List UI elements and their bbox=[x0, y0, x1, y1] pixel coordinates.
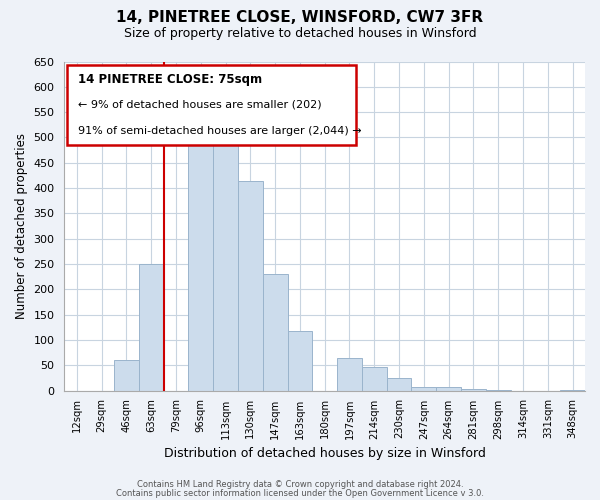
Bar bbox=[213, 132, 238, 390]
Text: Size of property relative to detached houses in Winsford: Size of property relative to detached ho… bbox=[124, 28, 476, 40]
Text: ← 9% of detached houses are smaller (202): ← 9% of detached houses are smaller (202… bbox=[79, 100, 322, 110]
Bar bbox=[114, 360, 139, 390]
Bar bbox=[412, 386, 436, 390]
Bar bbox=[139, 264, 164, 390]
Bar bbox=[436, 386, 461, 390]
Bar bbox=[263, 274, 287, 390]
Text: 14 PINETREE CLOSE: 75sqm: 14 PINETREE CLOSE: 75sqm bbox=[79, 73, 263, 86]
Bar bbox=[386, 378, 412, 390]
Text: Contains HM Land Registry data © Crown copyright and database right 2024.: Contains HM Land Registry data © Crown c… bbox=[137, 480, 463, 489]
Bar bbox=[362, 368, 386, 390]
Bar bbox=[461, 389, 486, 390]
Bar bbox=[238, 180, 263, 390]
Text: 91% of semi-detached houses are larger (2,044) →: 91% of semi-detached houses are larger (… bbox=[79, 126, 362, 136]
Text: 14, PINETREE CLOSE, WINSFORD, CW7 3FR: 14, PINETREE CLOSE, WINSFORD, CW7 3FR bbox=[116, 10, 484, 25]
Y-axis label: Number of detached properties: Number of detached properties bbox=[15, 133, 28, 319]
Bar bbox=[337, 358, 362, 390]
Text: Contains public sector information licensed under the Open Government Licence v : Contains public sector information licen… bbox=[116, 488, 484, 498]
Bar bbox=[188, 128, 213, 390]
FancyBboxPatch shape bbox=[67, 65, 356, 146]
X-axis label: Distribution of detached houses by size in Winsford: Distribution of detached houses by size … bbox=[164, 447, 485, 460]
Bar bbox=[287, 331, 313, 390]
